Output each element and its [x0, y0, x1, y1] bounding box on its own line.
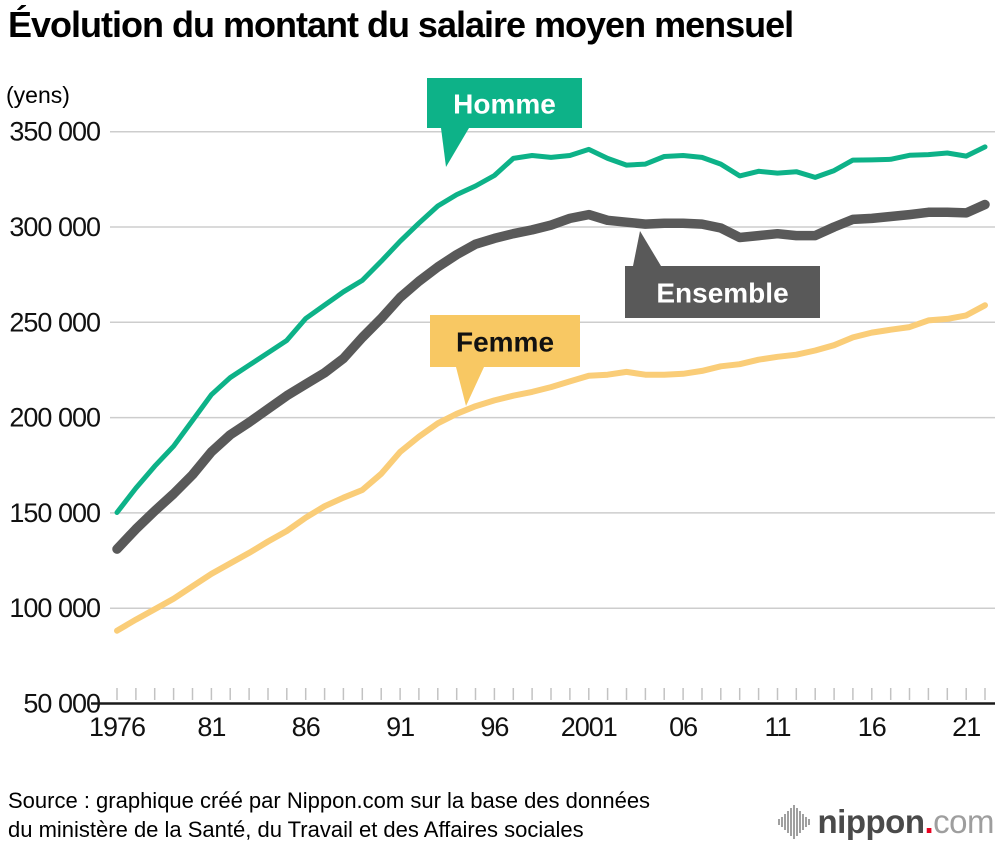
- series-label-homme: Homme: [427, 78, 582, 167]
- series-label-tail: [633, 231, 661, 266]
- logo-dot: .: [924, 803, 934, 840]
- y-axis-tick-label: 100 000: [9, 593, 100, 623]
- series-label-ensemble: Ensemble: [625, 231, 820, 318]
- y-axis-tick-label: 150 000: [9, 498, 100, 528]
- x-axis-tick-label: 96: [480, 712, 508, 742]
- series-line-homme: [114, 144, 988, 515]
- series-label-femme: Femme: [430, 315, 580, 406]
- x-axis-tick-label: 1976: [89, 712, 145, 742]
- series-label-text: Homme: [453, 89, 556, 120]
- y-axis-tick-label: 200 000: [9, 403, 100, 433]
- logo-text-nippon: nippon: [817, 803, 925, 840]
- series-line-ensemble: [112, 199, 990, 554]
- y-axis-tick-label: 250 000: [9, 307, 100, 337]
- audio-wave-icon: [777, 805, 810, 839]
- x-axis-tick-label: 11: [764, 712, 790, 742]
- y-axis-tick-label: 350 000: [9, 117, 100, 147]
- series-label-tail: [441, 128, 469, 167]
- logo-wordmark: nippon.com: [817, 803, 995, 841]
- series-line-femme: [114, 302, 988, 634]
- y-axis-tick-label: 300 000: [9, 212, 100, 242]
- series-label-box: [625, 266, 820, 318]
- logo-text-com: com: [933, 803, 994, 840]
- y-axis-tick-label: 50 000: [23, 689, 100, 719]
- series-label-text: Ensemble: [656, 278, 788, 309]
- nippon-com-logo: nippon.com: [777, 800, 995, 844]
- source-line-1: Source : graphique créé par Nippon.com s…: [8, 788, 651, 813]
- page-title: Évolution du montant du salaire moyen me…: [8, 4, 794, 45]
- source-note: Source : graphique créé par Nippon.com s…: [8, 786, 650, 844]
- source-line-2: du ministère de la Santé, du Travail et …: [8, 817, 584, 842]
- series-label-box: [430, 315, 580, 367]
- x-axis-tick-label: 21: [952, 712, 980, 742]
- x-axis-tick-label: 86: [292, 712, 320, 742]
- x-axis-tick-label: 16: [858, 712, 886, 742]
- series-label-text: Femme: [456, 327, 554, 358]
- y-axis-unit-label: (yens): [6, 82, 70, 108]
- x-axis-tick-label: 91: [386, 712, 414, 742]
- x-axis-tick-label: 2001: [561, 712, 617, 742]
- series-label-tail: [456, 367, 484, 406]
- salary-line-chart: 350 000 300 000 250 000 200 000 150 000 100 0…: [9, 78, 995, 742]
- x-axis-tick-label: 06: [669, 712, 697, 742]
- x-axis-tick-label: 81: [197, 712, 225, 742]
- series-label-box: [427, 78, 582, 128]
